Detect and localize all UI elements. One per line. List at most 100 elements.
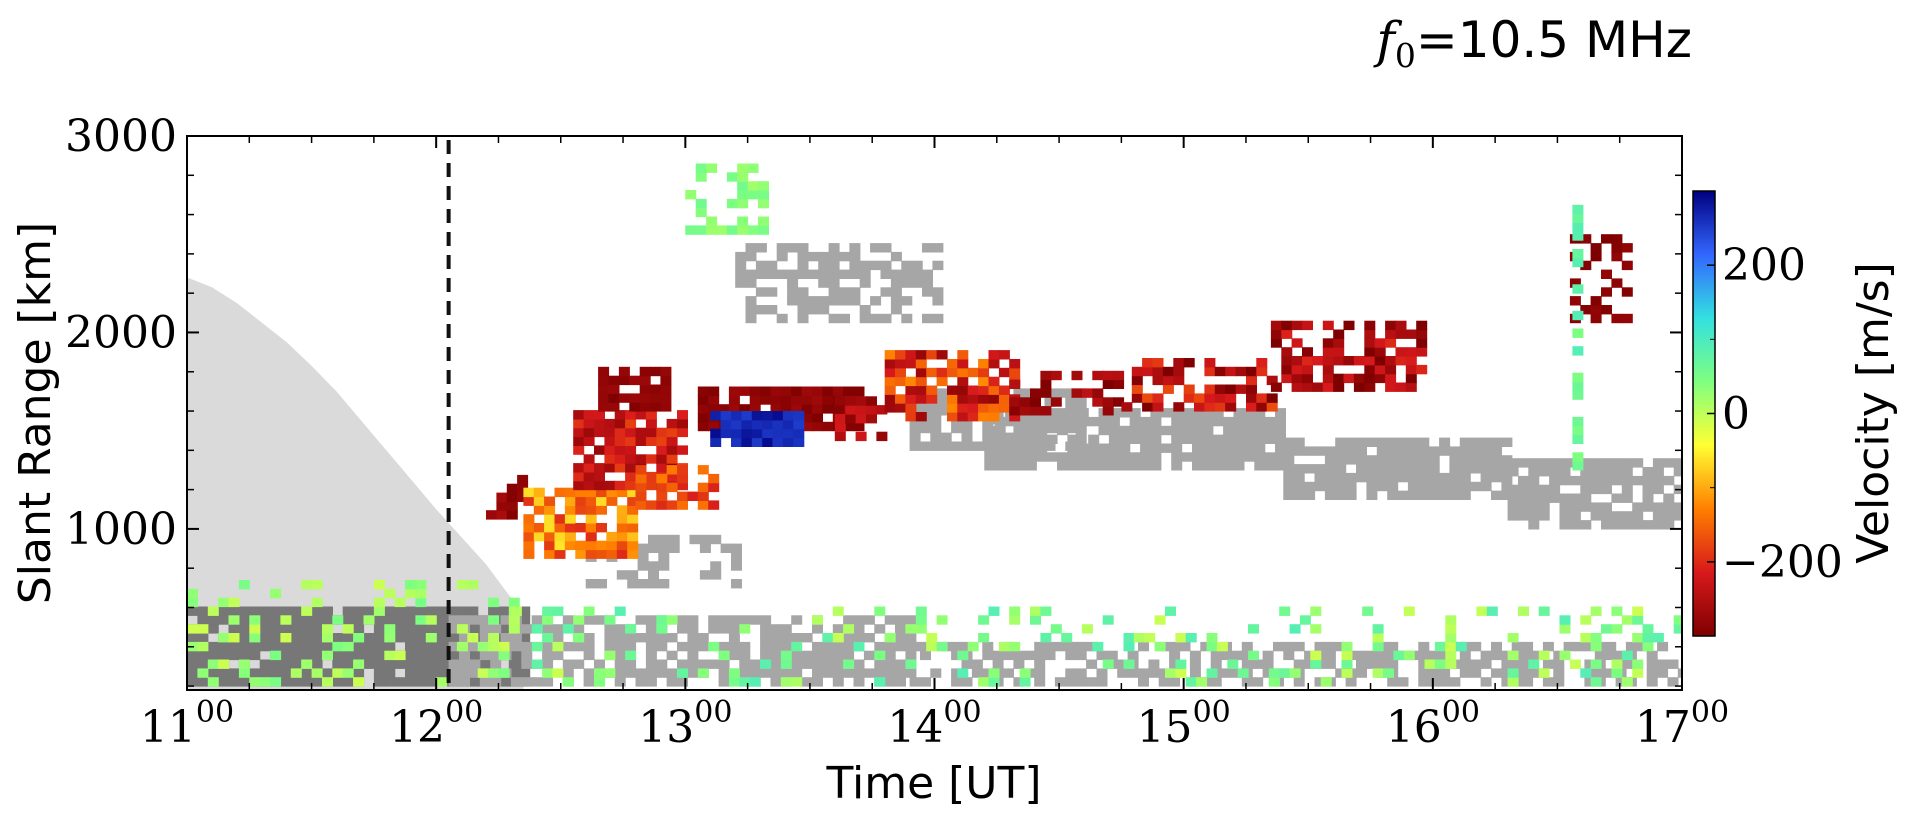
ground-scatter-cell: [1057, 408, 1068, 418]
velocity-cell: [583, 480, 595, 491]
ground-scatter-cell: [1171, 408, 1183, 418]
velocity-cell: [1206, 633, 1218, 643]
velocity-cell: [737, 181, 749, 191]
ground-scatter-cell: [1262, 650, 1274, 661]
velocity-cell: [1237, 668, 1249, 678]
ground-scatter-cell: [1480, 472, 1492, 483]
ground-scatter-cell: [1023, 388, 1035, 398]
velocity-cell: [585, 549, 597, 559]
ground-scatter-cell: [1119, 425, 1131, 436]
ground-scatter-cell: [1025, 425, 1037, 436]
velocity-cell: [762, 437, 774, 447]
ground-scatter-cell: [832, 650, 844, 661]
velocity-cell: [1246, 393, 1257, 403]
ground-scatter-cell: [905, 650, 917, 661]
velocity-cell: [639, 384, 651, 394]
velocity-cell: [1302, 347, 1313, 357]
velocity-cell: [616, 523, 628, 533]
ground-scatter-cell: [1077, 452, 1089, 462]
ground-scatter-cell: [1221, 650, 1232, 661]
ground-scatter-cell: [930, 432, 942, 442]
velocity-cell: [1362, 606, 1374, 616]
ground-scatter-cell: [249, 641, 261, 652]
ground-scatter-cell: [614, 641, 626, 652]
velocity-cell: [758, 198, 769, 209]
ground-scatter-cell: [1605, 641, 1617, 652]
ground-scatter-cell: [735, 278, 747, 288]
ground-scatter-cell: [961, 677, 973, 687]
velocity-cell: [629, 375, 641, 386]
velocity-cell: [782, 411, 794, 421]
velocity-cell: [608, 375, 620, 386]
velocity-cell: [1320, 677, 1332, 687]
ground-scatter-cell: [519, 633, 531, 643]
ground-scatter-cell: [562, 659, 574, 669]
ground-scatter-cell: [1293, 472, 1305, 483]
velocity-cell: [594, 463, 605, 473]
velocity-cell: [1312, 356, 1324, 366]
velocity-cell: [564, 505, 576, 515]
velocity-cell: [554, 540, 566, 551]
velocity-cell: [1528, 659, 1540, 669]
velocity-cell: [1235, 384, 1247, 394]
velocity-cell: [523, 514, 535, 524]
ground-scatter-cell: [890, 251, 902, 262]
ground-scatter-cell: [187, 633, 198, 643]
ground-scatter-cell: [425, 650, 437, 661]
velocity-cell: [1302, 320, 1313, 331]
velocity-cell: [791, 677, 803, 687]
ground-scatter-cell: [521, 624, 533, 634]
ground-scatter-cell: [405, 615, 416, 625]
ground-scatter-cell: [332, 677, 344, 687]
ground-scatter-cell: [961, 441, 973, 451]
ground-scatter-cell: [1501, 677, 1513, 687]
velocity-cell: [332, 668, 344, 678]
velocity-cell: [1333, 356, 1345, 366]
ground-scatter-cell: [259, 659, 271, 669]
velocity-cell: [1216, 641, 1228, 652]
ground-scatter-cell: [1376, 464, 1388, 474]
ground-scatter-cell: [1387, 677, 1399, 687]
velocity-cell: [656, 615, 668, 625]
ground-scatter-cell: [1632, 458, 1644, 468]
ground-scatter-cell: [1449, 464, 1461, 474]
velocity-cell: [834, 431, 846, 442]
velocity-cell: [1310, 606, 1322, 616]
ground-scatter-cell: [353, 650, 365, 661]
velocity-cell: [1601, 234, 1612, 244]
velocity-cell: [915, 412, 927, 422]
ground-scatter-cell: [1611, 520, 1623, 530]
ground-scatter-cell: [218, 615, 230, 625]
ground-scatter-cell: [755, 269, 767, 279]
velocity-cell: [629, 393, 641, 403]
velocity-cell: [708, 641, 720, 652]
velocity-cell: [710, 437, 722, 447]
ground-scatter-cell: [322, 606, 333, 616]
ground-scatter-cell: [1192, 461, 1203, 471]
ground-scatter-cell: [1005, 452, 1017, 462]
ground-scatter-cell: [197, 659, 209, 669]
ground-scatter-cell: [1254, 434, 1266, 444]
ground-scatter-cell: [1439, 472, 1451, 483]
velocity-cell: [697, 404, 709, 414]
velocity-cell: [625, 410, 637, 420]
velocity-cell: [1131, 375, 1143, 386]
ground-scatter-cell: [342, 677, 354, 687]
velocity-cell: [1405, 373, 1417, 384]
colorbar-tick-label: −200: [1722, 537, 1843, 588]
velocity-cell: [1580, 305, 1592, 315]
velocity-cell: [523, 540, 535, 551]
ground-scatter-cell: [708, 624, 720, 634]
velocity-cell: [1374, 338, 1386, 348]
ground-scatter-cell: [1138, 668, 1149, 678]
ground-scatter-cell: [895, 633, 906, 643]
ground-scatter-cell: [1501, 464, 1513, 474]
ground-scatter-cell: [1129, 425, 1141, 436]
velocity-cell: [1092, 397, 1104, 407]
ground-scatter-cell: [583, 641, 595, 652]
velocity-cell: [614, 427, 626, 438]
ground-scatter-cell: [687, 659, 699, 669]
ground-scatter-cell: [697, 659, 709, 669]
ground-scatter-cell: [562, 668, 574, 678]
ground-scatter-cell: [1470, 437, 1482, 447]
